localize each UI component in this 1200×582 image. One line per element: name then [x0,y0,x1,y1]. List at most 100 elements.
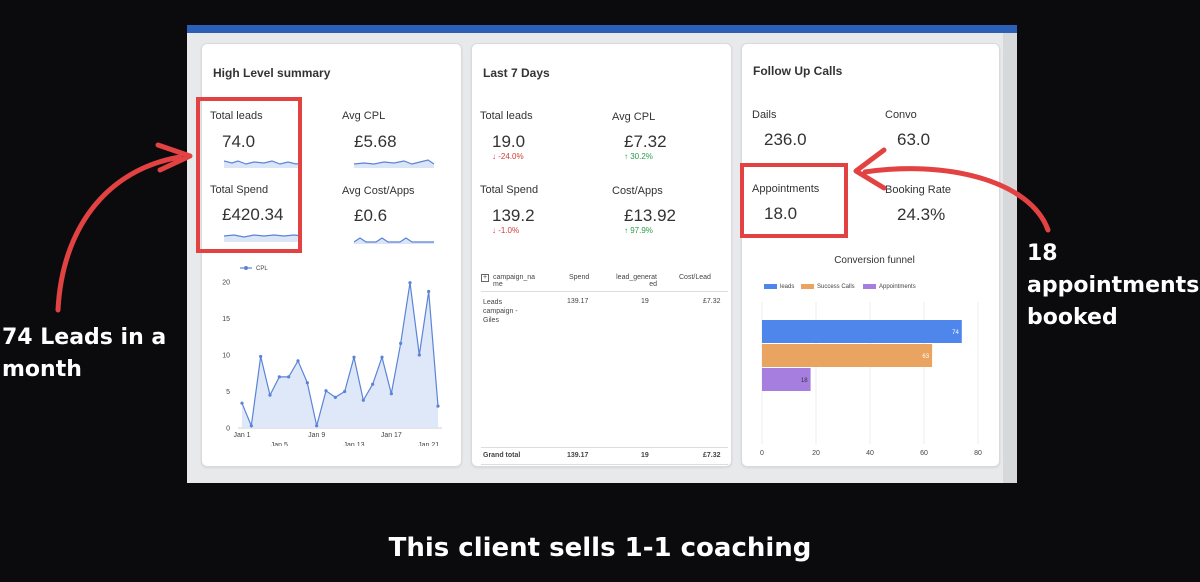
caption: This client sells 1-1 coaching [388,533,812,563]
funnel-bar-value-label: 63 [922,354,929,360]
cost-apps-value: £13.92 [624,206,676,225]
expand-icon[interactable]: + [481,274,489,282]
cpl-data-point [249,424,253,428]
total-leads-delta: ↓ -24.0% [492,152,524,161]
total-spend-delta: ↓ -1.0% [492,226,520,235]
legend-success-calls: Success Calls [801,284,855,290]
right-annotation-line3: booked [1027,305,1118,330]
cpl-data-point [408,281,412,285]
cpl-data-point [259,354,263,359]
x-tick-label: 80 [974,450,982,457]
avg-cost-apps-value: £0.6 [354,206,388,225]
legend-appointments: Appointments [863,284,916,290]
dails-value: 236.0 [764,130,807,149]
dashboard-screenshot: High Level summary Total leads 74.0 Avg … [187,25,1017,483]
right-annotation-line2: appointments [1027,273,1200,298]
funnel-bar-success-calls [762,344,933,367]
avg-cpl-value: £5.68 [354,132,397,151]
total-leads-label: Total leads [480,110,533,122]
left-annotation-line2: month [2,357,82,382]
cpl-data-point [436,404,440,408]
column-header-spend[interactable]: Spend [569,274,590,281]
total-spend: 139.17 [567,452,589,459]
avg-cpl-label: Avg CPL [612,111,656,123]
left-annotation-line1: 74 Leads in a [2,325,167,350]
avg-cost-apps-label: Avg Cost/Apps [342,185,415,197]
table-header-row: + campaign_na me Spend lead_generat ed C… [481,274,728,292]
last-7-days-card: Last 7 Days Total leads 19.0 ↓ -24.0% Av… [471,43,732,467]
funnel-bar-value-label: 18 [801,378,808,384]
conversion-funnel-title: Conversion funnel [834,255,915,266]
left-arrow [55,154,183,313]
cell-spend: 139.17 [567,298,589,305]
avg-cpl-label: Avg CPL [342,110,386,122]
cpl-data-point [333,395,337,399]
cpl-data-point [399,341,403,345]
x-tick-label: 40 [866,450,874,457]
convo-label: Convo [885,109,917,121]
total-spend-label: Total Spend [480,184,539,196]
column-header-cost-per-lead[interactable]: Cost/Lead [679,274,711,281]
legend-swatch-appointments [863,284,876,289]
x-tick-label: Jan 17 [381,432,402,439]
total-leads-label: Total leads [210,110,263,122]
avg-cpl-delta: ↑ 30.2% [624,152,653,161]
cpl-data-point [380,355,384,359]
total-leads-value: 19.0 [492,132,526,151]
table-total-row: Grand total 139.17 19 £7.32 [481,447,728,465]
x-tick-label: Jan 9 [308,432,325,439]
cpl-data-point [343,389,347,394]
conversion-funnel-chart: 0 20 40 60 80 74 63 18 [760,302,982,457]
cpl-data-point [287,375,291,379]
column-header-campaign[interactable]: campaign_na me [493,274,536,288]
total-spend-sparkline [224,234,303,242]
y-tick-label: 20 [222,280,230,287]
cpl-data-point [371,382,375,386]
cpl-data-point [361,398,365,402]
total-spend-value: 139.2 [492,206,535,225]
cpl-data-point [417,353,421,357]
avg-cpl-value: £7.32 [624,132,667,151]
legend-marker-cpl [244,266,248,270]
follow-up-calls-card: Follow Up Calls Dails 236.0 Convo 63.0 A… [741,43,1000,467]
table-row: Leads campaign - Giles 139.17 19 £7.32 [481,296,728,330]
highlight-box-right [740,163,848,238]
x-tick-label: 20 [812,450,820,457]
total-label: Grand total [483,452,521,459]
x-tick-label: Jan 21 [418,442,439,446]
card-title: Follow Up Calls [753,64,843,78]
convo-value: 63.0 [897,130,931,149]
y-tick-label: 10 [222,353,230,360]
cell-cost-per-lead: £7.32 [703,298,721,305]
column-header-leads[interactable]: lead_generat ed [616,274,657,288]
cpl-data-point [277,375,281,379]
cpl-data-point [305,381,309,385]
appointments-value: 18.0 [764,204,798,223]
x-tick-label: Jan 5 [271,442,288,446]
total-leads-value: 74.0 [222,132,256,151]
total-leads-sparkline [224,160,303,168]
avg-cost-apps-sparkline [354,237,434,244]
appointments-label: Appointments [752,183,820,195]
cpl-data-point [268,393,272,397]
legend-label-cpl: CPL [256,266,268,272]
cpl-data-point [296,359,300,363]
legend-label-leads: leads [780,284,795,291]
cell-campaign: Leads campaign - Giles [483,299,518,324]
x-tick-label: Jan 1 [233,432,250,439]
funnel-bar-leads [762,320,962,343]
y-tick-label: 15 [222,316,230,323]
cpl-area-fill [242,282,438,428]
x-tick-label: Jan 13 [343,442,364,446]
card-title: Last 7 Days [483,66,550,80]
cpl-data-point [315,424,319,428]
left-arrow-head [155,142,193,173]
legend-leads: leads [764,284,794,290]
total-cost-per-lead: £7.32 [703,452,721,459]
legend-swatch-leads [764,284,777,289]
cpl-data-point [389,392,393,396]
avg-cpl-sparkline [354,159,435,168]
x-tick-label: 60 [920,450,928,457]
cost-apps-label: Cost/Apps [612,185,663,197]
booking-rate-value: 24.3% [897,205,946,224]
